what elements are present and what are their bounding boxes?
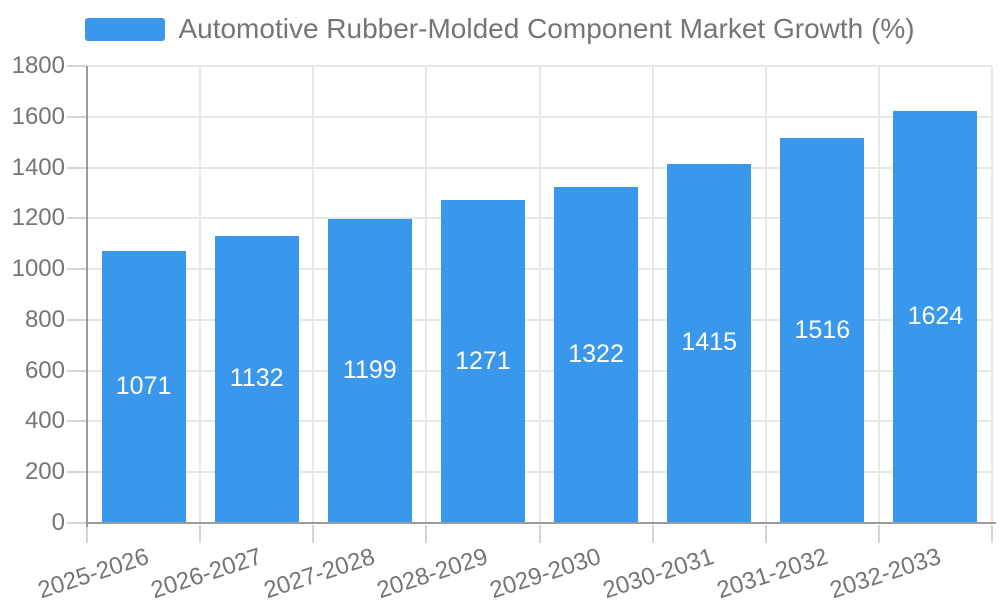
grid-line-vertical [651, 66, 654, 523]
x-axis-category-label: 2030-2031 [600, 543, 718, 605]
y-axis-tick [67, 217, 87, 220]
x-axis-tick [991, 525, 993, 543]
y-axis-tick-label: 1200 [11, 204, 65, 232]
y-axis-tick [67, 65, 87, 67]
grid-line-vertical [425, 66, 428, 523]
y-axis-tick-label: 200 [24, 458, 65, 486]
legend-item[interactable]: Automotive Rubber-Molded Component Marke… [85, 13, 915, 45]
x-axis-category-label: 2028-2029 [373, 543, 492, 605]
x-axis-category-label: 2032-2033 [826, 543, 944, 605]
x-axis-tick [877, 525, 880, 543]
y-axis-tick [67, 369, 87, 372]
y-axis-tick [67, 268, 87, 271]
grid-line-vertical [991, 66, 993, 523]
bar-value-label: 1071 [115, 372, 172, 401]
bar[interactable]: 1624 [893, 110, 978, 522]
y-axis-tick [67, 318, 87, 321]
x-axis-tick [86, 525, 88, 543]
y-axis-line [86, 66, 88, 527]
y-axis-tick-label: 1600 [11, 102, 65, 130]
x-axis-tick [538, 525, 541, 543]
y-axis-tick-label: 0 [51, 509, 65, 536]
bar-value-label: 1271 [455, 346, 511, 375]
y-axis-tick-label: 400 [24, 407, 65, 435]
x-axis-category-label: 2027-2028 [260, 543, 379, 605]
grid-line-vertical [199, 66, 202, 523]
legend-label: Automotive Rubber-Molded Component Marke… [178, 13, 915, 44]
grid-line-vertical [877, 66, 880, 523]
x-axis-tick [651, 525, 654, 543]
y-axis-tick-label: 1400 [11, 153, 65, 181]
y-axis-tick-label: 1800 [11, 52, 65, 79]
bar[interactable]: 1071 [101, 251, 186, 522]
grid-line-vertical [764, 66, 767, 523]
y-axis-tick [67, 166, 87, 169]
y-axis-tick-label: 1000 [11, 255, 65, 283]
bar[interactable]: 1516 [780, 138, 865, 522]
x-axis-category-label: 2026-2027 [147, 543, 266, 605]
bar[interactable]: 1199 [327, 218, 412, 522]
x-axis-category-label: 2029-2030 [486, 543, 605, 605]
bar-value-label: 1624 [907, 301, 964, 330]
bar[interactable]: 1415 [667, 163, 752, 522]
x-axis-tick [312, 525, 315, 543]
x-axis-tick [425, 525, 428, 543]
y-axis-tick [67, 420, 87, 423]
y-axis-tick [67, 522, 87, 524]
grid-line-vertical [538, 66, 541, 523]
y-axis-tick-label: 600 [24, 356, 65, 384]
bar[interactable]: 1271 [440, 200, 525, 522]
x-axis-tick [764, 525, 767, 543]
x-axis-tick [199, 525, 202, 543]
bar-value-label: 1132 [229, 364, 284, 393]
bar-value-label: 1415 [681, 328, 737, 357]
bar-value-label: 1516 [794, 315, 851, 344]
x-axis-category-label: 2031-2032 [713, 543, 831, 605]
bar[interactable]: 1322 [554, 187, 639, 522]
bar-value-label: 1199 [342, 355, 397, 384]
y-axis-tick-label: 800 [24, 305, 65, 333]
grid-line-vertical [312, 66, 315, 523]
y-axis-tick [67, 471, 87, 474]
x-axis-category-label: 2025-2026 [34, 543, 152, 605]
legend-swatch [85, 17, 166, 41]
bar-value-label: 1322 [568, 340, 624, 369]
bar[interactable]: 1132 [214, 235, 299, 522]
legend: Automotive Rubber-Molded Component Marke… [0, 13, 1000, 45]
y-axis-tick [67, 115, 87, 118]
x-axis-line [86, 522, 996, 524]
